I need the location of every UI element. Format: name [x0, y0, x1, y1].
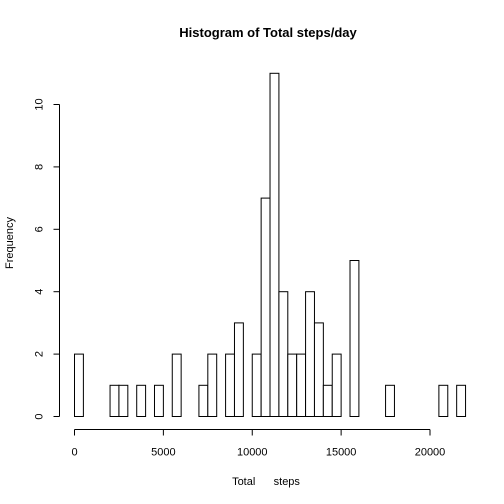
- bars-group: [74, 72, 467, 418]
- y-axis-label: Frequency: [4, 217, 16, 269]
- histogram-bar: [331, 353, 342, 418]
- x-tick-label: 15000: [326, 447, 357, 459]
- histogram-bar: [207, 353, 218, 418]
- chart-title: Histogram of Total steps/day: [179, 25, 357, 40]
- histogram-bar: [225, 353, 235, 418]
- x-axis-label: Total steps: [232, 476, 300, 488]
- y-tick-label: 2: [33, 351, 45, 357]
- histogram-bar: [198, 384, 209, 417]
- y-tick-label: 10: [33, 98, 45, 110]
- histogram-bar: [305, 291, 315, 418]
- y-tick-label: 0: [33, 413, 45, 419]
- x-tick-label: 10000: [237, 447, 268, 459]
- histogram-bar: [456, 384, 467, 417]
- histogram-bar: [438, 384, 449, 417]
- histogram-bar: [349, 260, 360, 417]
- x-tick-label: 5000: [151, 447, 175, 459]
- histogram-bar: [385, 384, 395, 417]
- histogram-bar: [171, 353, 182, 418]
- y-tick-label: 4: [33, 289, 45, 295]
- histogram-bar: [260, 197, 271, 417]
- histogram-bar: [109, 384, 120, 417]
- y-tick-label: 8: [33, 164, 45, 170]
- histogram-bar: [322, 384, 333, 417]
- histogram-bar: [118, 384, 129, 417]
- histogram-bar: [74, 353, 84, 418]
- x-tick-label: 20000: [415, 447, 446, 459]
- histogram-bar: [233, 322, 244, 417]
- histogram-bar: [278, 291, 289, 418]
- y-axis: 0 2 4 6 8 10: [33, 98, 60, 420]
- x-tick-label: 0: [71, 447, 77, 459]
- histogram-bar: [153, 384, 164, 417]
- histogram-bar: [269, 72, 280, 418]
- histogram-bar: [251, 353, 262, 418]
- histogram-bar: [313, 322, 324, 417]
- histogram-bar: [136, 384, 147, 417]
- histogram-bar: [287, 353, 298, 418]
- histogram-bar: [296, 353, 307, 418]
- x-axis: 0 5000 10000 15000 20000: [71, 429, 446, 459]
- y-tick-label: 6: [33, 226, 45, 232]
